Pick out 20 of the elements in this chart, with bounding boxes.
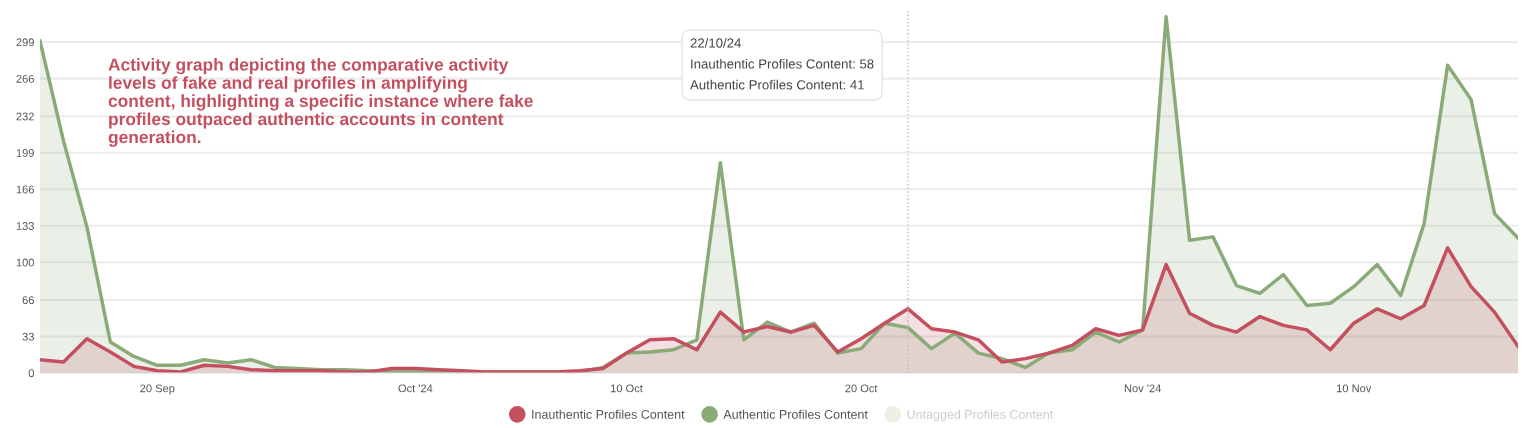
x-tick-label: Nov '24	[1124, 384, 1161, 393]
x-tick-label: 10 Nov	[1337, 384, 1372, 393]
x-tick-label: 10 Oct	[610, 384, 643, 393]
y-tick-label: 133	[16, 222, 34, 230]
y-tick-label: 100	[16, 258, 35, 267]
y-tick-label: 199	[16, 149, 34, 157]
x-tick-label: Oct '24	[398, 384, 433, 393]
y-tick-label: 299	[16, 38, 34, 47]
y-tick-label: 66	[22, 296, 34, 305]
x-tick-label: 20 Oct	[845, 384, 878, 393]
y-tick-label: 166	[16, 185, 34, 194]
y-tick-label: 0	[28, 369, 35, 378]
y-tick-label: 266	[16, 74, 34, 83]
annotation: Activity graph depicting the comparative activity levels of fake and real profiles in amplifying content, highlighting a specific instance where fake profiles outpaced authentic accounts in content generation.	[108, 58, 533, 147]
x-tick-label: 20 Sep	[140, 384, 175, 395]
legend-label: Authentic Profiles Content	[723, 409, 868, 419]
y-tick-label: 232	[16, 112, 34, 121]
y-tick-label: 33	[22, 332, 34, 341]
annotation: 22/10/24 Inauthentic Profiles Content: 58 Authentic Profiles Content: 41	[690, 38, 874, 90]
legend-label: Inauthentic Profiles Content	[532, 409, 685, 419]
